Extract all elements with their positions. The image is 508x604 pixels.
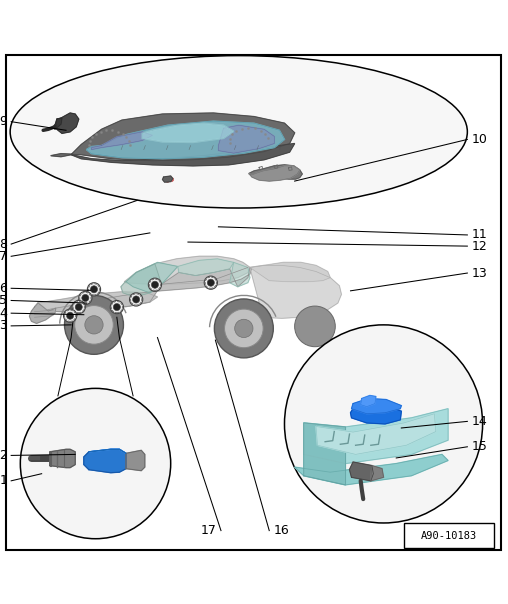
Circle shape — [65, 295, 123, 355]
Polygon shape — [51, 113, 295, 161]
Polygon shape — [361, 396, 376, 406]
Ellipse shape — [10, 56, 467, 208]
Circle shape — [225, 309, 263, 348]
Circle shape — [235, 320, 253, 338]
Polygon shape — [86, 121, 284, 159]
Text: 16: 16 — [273, 524, 289, 537]
Text: 13: 13 — [471, 266, 487, 280]
Polygon shape — [250, 262, 330, 281]
Polygon shape — [35, 268, 251, 312]
Text: 1: 1 — [0, 474, 7, 487]
Text: 2: 2 — [0, 449, 7, 462]
Polygon shape — [250, 265, 341, 318]
Polygon shape — [124, 256, 250, 284]
Circle shape — [75, 306, 113, 344]
Circle shape — [130, 293, 143, 306]
Text: 9: 9 — [0, 115, 7, 128]
Polygon shape — [249, 165, 302, 179]
Text: 3: 3 — [0, 320, 7, 332]
Circle shape — [20, 388, 171, 539]
Circle shape — [284, 325, 483, 523]
Polygon shape — [163, 176, 173, 182]
Text: A90-10183: A90-10183 — [421, 531, 477, 541]
Circle shape — [151, 281, 158, 288]
Polygon shape — [84, 449, 126, 473]
Polygon shape — [352, 399, 401, 414]
Polygon shape — [178, 259, 234, 275]
Polygon shape — [29, 303, 56, 323]
Text: 6: 6 — [0, 282, 7, 295]
Polygon shape — [56, 113, 79, 133]
Polygon shape — [54, 118, 62, 129]
Circle shape — [295, 306, 335, 347]
Circle shape — [85, 316, 103, 334]
Text: 11: 11 — [471, 228, 487, 242]
Circle shape — [82, 294, 89, 301]
Circle shape — [214, 299, 273, 358]
Circle shape — [133, 296, 140, 303]
Polygon shape — [249, 166, 300, 181]
Circle shape — [110, 300, 123, 313]
Circle shape — [87, 283, 101, 296]
Text: 12: 12 — [471, 240, 487, 252]
Polygon shape — [351, 405, 401, 424]
Polygon shape — [304, 409, 448, 463]
Circle shape — [79, 291, 92, 304]
Polygon shape — [121, 264, 162, 297]
Text: 10: 10 — [471, 133, 487, 146]
Polygon shape — [89, 449, 126, 454]
Text: 17: 17 — [201, 524, 217, 537]
Polygon shape — [230, 262, 250, 287]
Polygon shape — [91, 132, 152, 150]
Polygon shape — [350, 462, 373, 481]
Polygon shape — [295, 454, 448, 485]
Circle shape — [72, 300, 85, 313]
Text: 5: 5 — [0, 294, 7, 307]
Circle shape — [64, 309, 77, 323]
Polygon shape — [218, 125, 274, 153]
Polygon shape — [316, 414, 436, 454]
Polygon shape — [126, 451, 145, 471]
Text: 8: 8 — [0, 237, 7, 251]
Text: 14: 14 — [471, 415, 487, 428]
Circle shape — [113, 304, 120, 310]
Polygon shape — [126, 262, 178, 293]
Text: 7: 7 — [0, 250, 7, 263]
Text: 15: 15 — [471, 440, 487, 453]
Circle shape — [90, 286, 98, 293]
Polygon shape — [71, 144, 295, 166]
Circle shape — [67, 312, 74, 320]
Circle shape — [75, 304, 82, 310]
Circle shape — [148, 278, 162, 291]
FancyBboxPatch shape — [404, 523, 494, 548]
Circle shape — [204, 276, 217, 289]
Circle shape — [207, 279, 214, 286]
Polygon shape — [304, 423, 345, 485]
Polygon shape — [50, 449, 75, 467]
Polygon shape — [142, 123, 234, 143]
Text: 4: 4 — [0, 307, 7, 320]
Polygon shape — [35, 292, 157, 312]
Polygon shape — [371, 466, 384, 481]
